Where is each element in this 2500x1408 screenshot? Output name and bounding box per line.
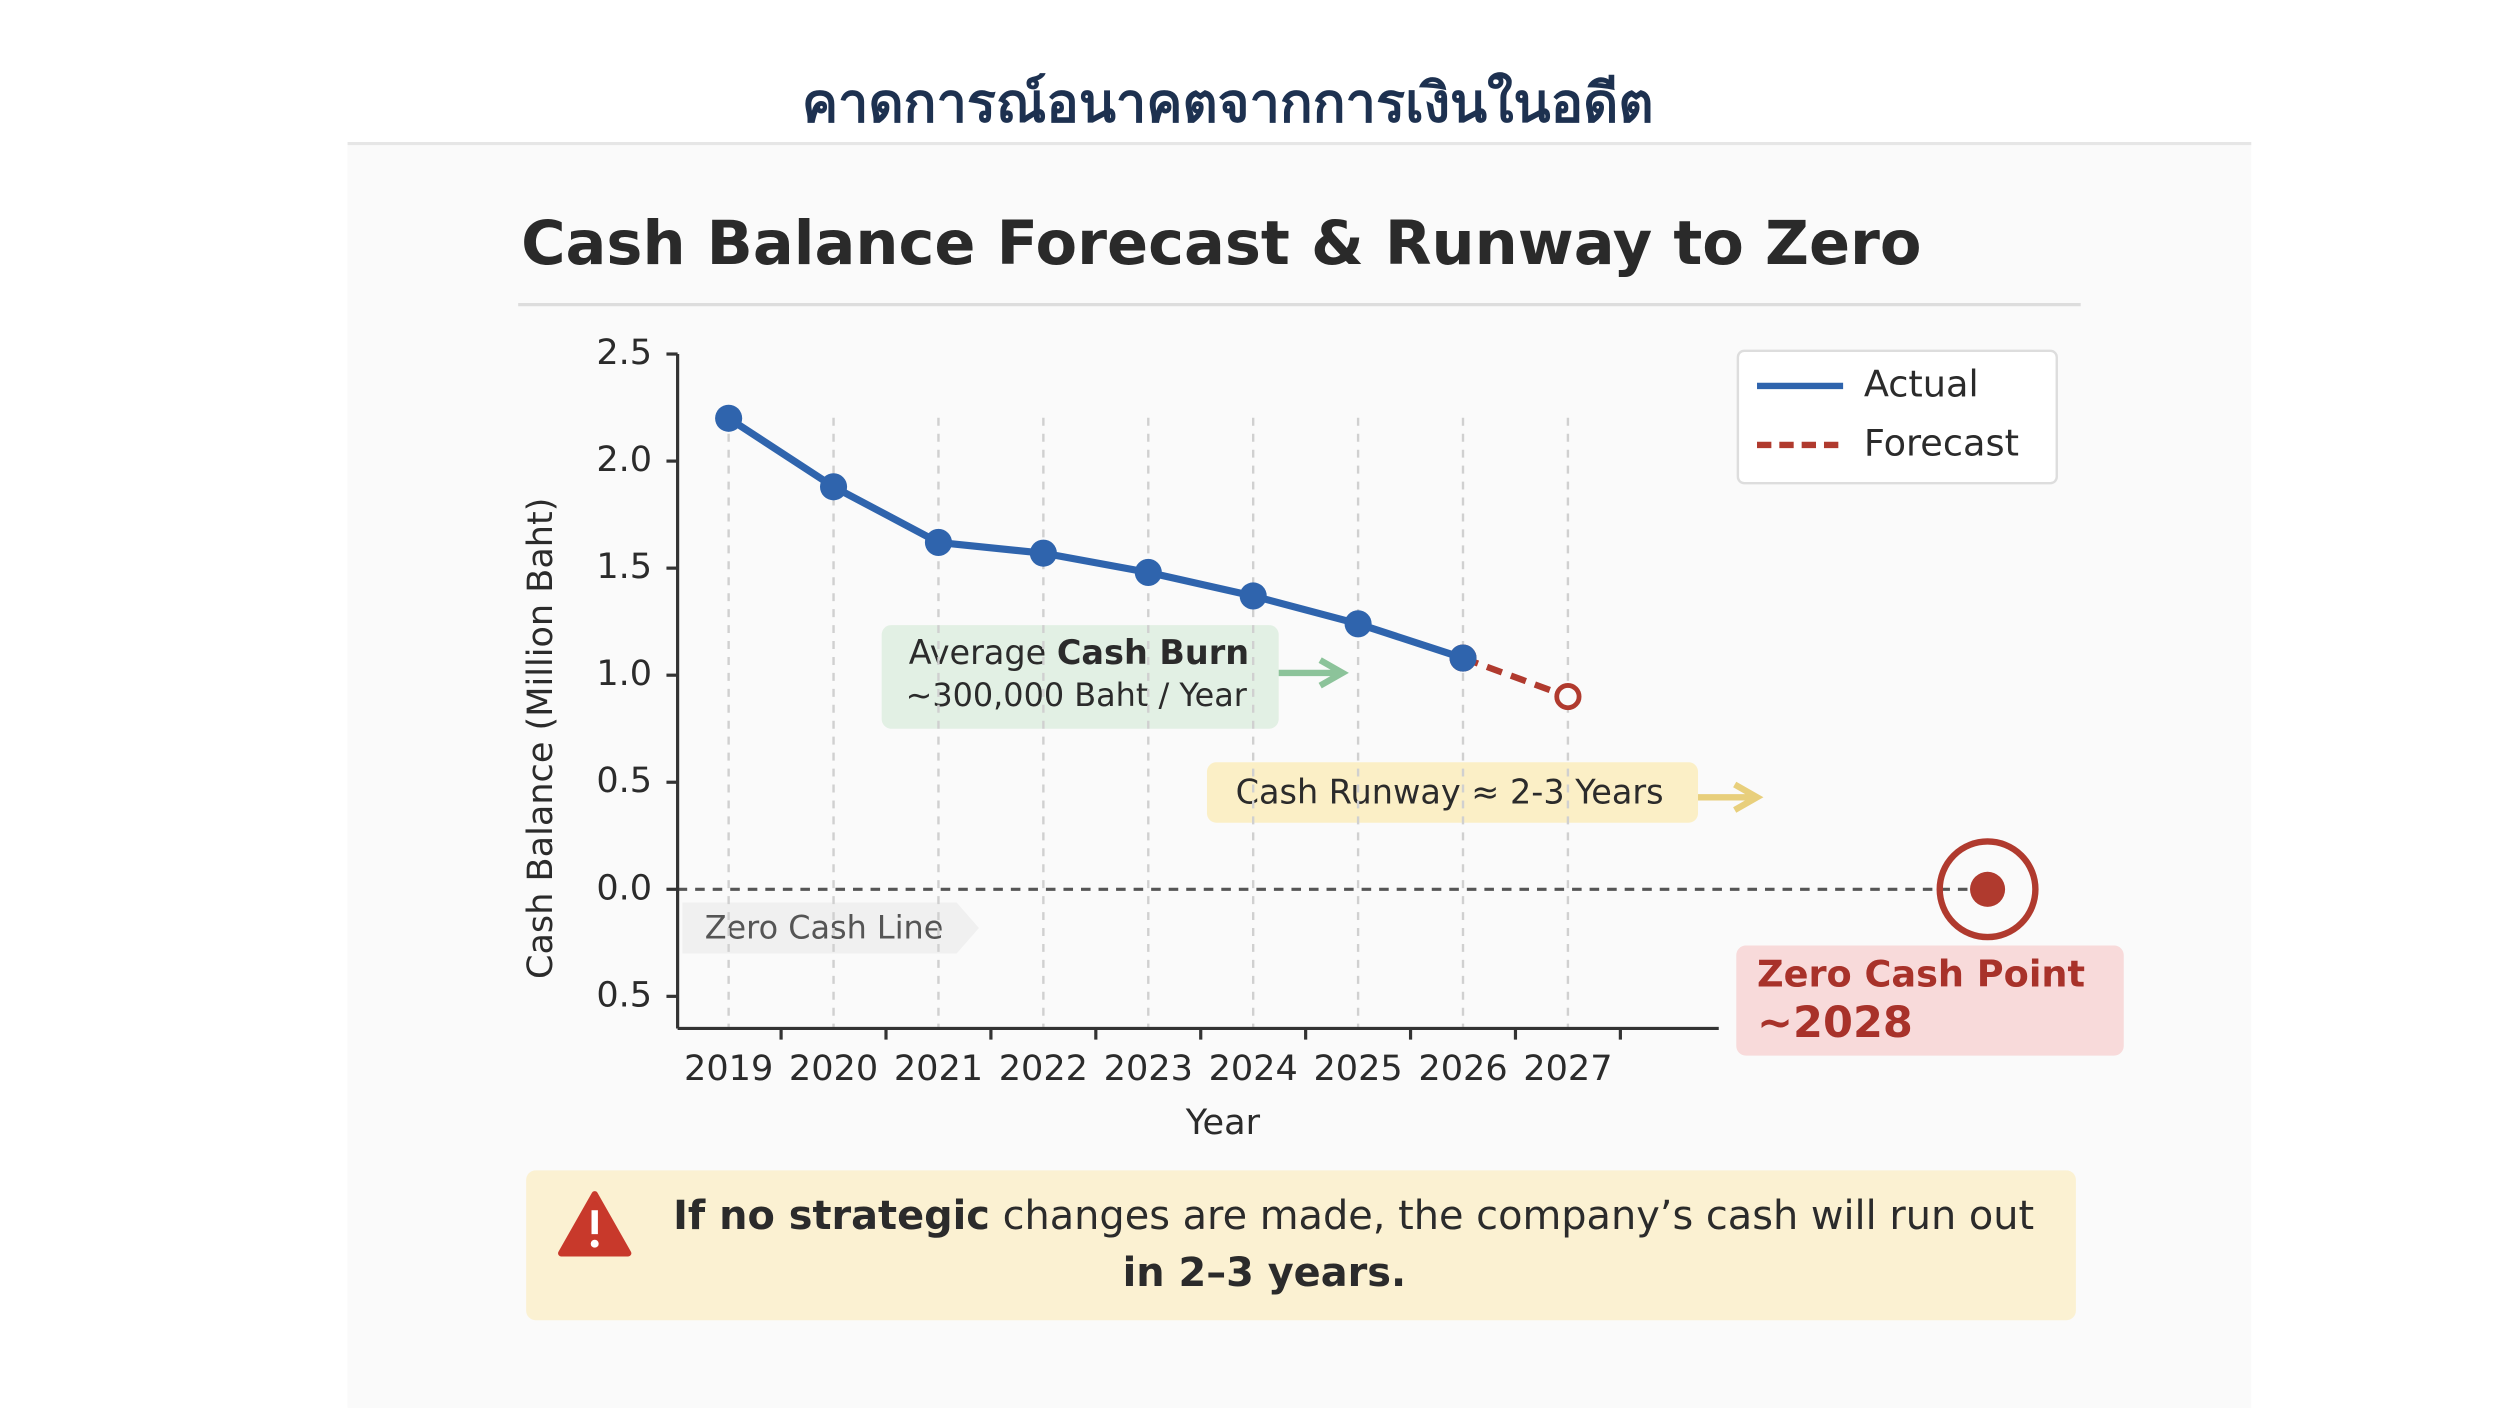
x-tick-label: 2024 [1209, 1048, 1298, 1089]
warning-icon-bar [591, 1210, 598, 1235]
chart-title: Cash Balance Forecast & Runway to Zero [521, 209, 1921, 279]
point [819, 473, 848, 501]
point [715, 404, 743, 432]
x-tick-label: 2025 [1313, 1048, 1402, 1089]
burn-text-bold: Cash Burn [1057, 632, 1249, 671]
legend-label: Forecast [1864, 421, 2019, 464]
x-tick-label: 2021 [894, 1048, 983, 1089]
x-tick-label: 2026 [1418, 1048, 1507, 1089]
burn-box [881, 625, 1279, 729]
point [1239, 582, 1267, 610]
x-tick-label: 2020 [789, 1048, 878, 1089]
point [1134, 558, 1162, 586]
zero-point-box [1736, 945, 2124, 1056]
x-axis-label: Year [1185, 1102, 1261, 1143]
y-tick-label: 1.0 [596, 653, 652, 694]
point [1449, 644, 1477, 672]
y-tick-label: 2.0 [596, 439, 652, 480]
y-tick-label: 2.5 [596, 332, 652, 373]
point [1029, 539, 1057, 567]
y-tick-label: 1.5 [596, 546, 652, 587]
y-tick-label: 0.0 [596, 867, 652, 908]
point [924, 528, 953, 556]
warning-part: changes are made, the company’s cash wil… [990, 1193, 2034, 1239]
y-tick-label: 0.5 [596, 760, 652, 801]
warning-box [526, 1170, 2076, 1321]
x-tick-label: 2023 [1104, 1048, 1193, 1089]
point [1970, 871, 2006, 907]
y-tick-label: 0.5 [596, 974, 652, 1015]
series-line [726, 415, 1465, 662]
zero-line-box [682, 902, 979, 954]
x-tick-label: 2027 [1523, 1048, 1612, 1089]
point [1344, 610, 1372, 638]
runway-arrow [1698, 781, 1764, 813]
burn-text-part: Average [909, 632, 1057, 671]
burn-text: Average Cash Burn [909, 632, 1249, 671]
x-tick-label: 2022 [999, 1048, 1088, 1089]
warning-bold: If no strategic [673, 1193, 990, 1239]
runway-box [1206, 762, 1699, 823]
warning-icon-dot [590, 1239, 599, 1248]
legend-label: Actual [1864, 362, 1979, 405]
y-axis-label: Cash Balance (Million Baht) [520, 498, 561, 980]
warning-text-2: in 2–3 years. [1123, 1250, 1407, 1296]
runway-text: Cash Runway ≈ 2-3 Years [1236, 773, 1664, 812]
burn-arrow [1278, 657, 1349, 689]
warning-text: If no strategic changes are made, the co… [673, 1193, 2034, 1239]
burn-text-2: ~300,000 Baht / Year [906, 676, 1248, 714]
heading: คาดการณ์อนาคตจากการเงินในอดีต [802, 72, 1654, 135]
zero-point-text: Zero Cash Point [1757, 952, 2085, 995]
zero-point-year: ~2028 [1757, 998, 1913, 1048]
point [1554, 683, 1582, 711]
zero-line-text: Zero Cash Line [705, 909, 944, 947]
x-tick-label: 2019 [684, 1048, 773, 1089]
target-ring [1936, 838, 2039, 941]
